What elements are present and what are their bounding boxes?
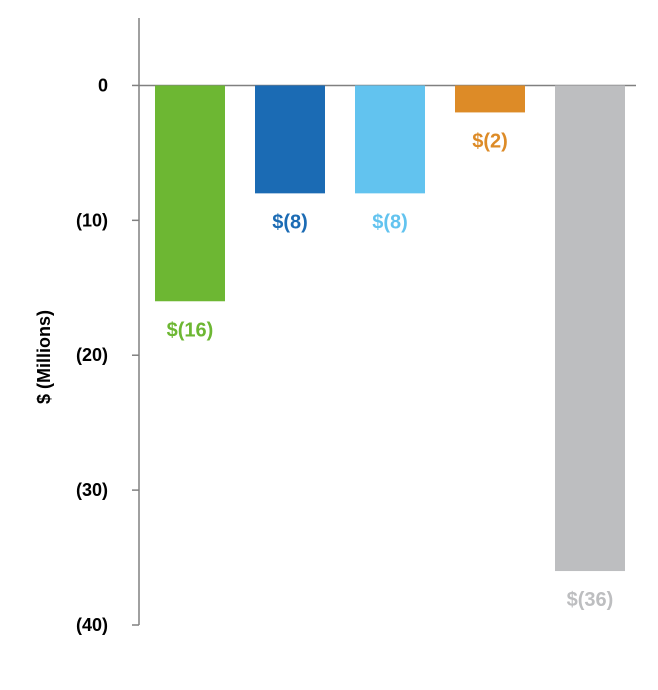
y-tick-label: (40)	[76, 615, 108, 635]
bar-2	[255, 85, 325, 194]
data-labels: $(16) $(8) $(8) $(2) $(36)	[167, 130, 614, 611]
y-tick-label: (20)	[76, 345, 108, 365]
bar-3	[355, 85, 425, 194]
bar-4	[455, 85, 525, 113]
data-label-3: $(8)	[372, 211, 408, 233]
data-label-4: $(2)	[472, 130, 508, 152]
bar-5	[555, 85, 625, 572]
bars	[155, 85, 625, 572]
data-label-5: $(36)	[567, 589, 614, 611]
y-tick-label: (30)	[76, 480, 108, 500]
data-label-1: $(16)	[167, 319, 214, 341]
y-tick-label: (10)	[76, 210, 108, 230]
y-tick-label: 0	[98, 75, 108, 95]
bar-1	[155, 85, 225, 302]
data-label-2: $(8)	[272, 211, 308, 233]
y-axis-title: $ (Millions)	[34, 310, 54, 404]
